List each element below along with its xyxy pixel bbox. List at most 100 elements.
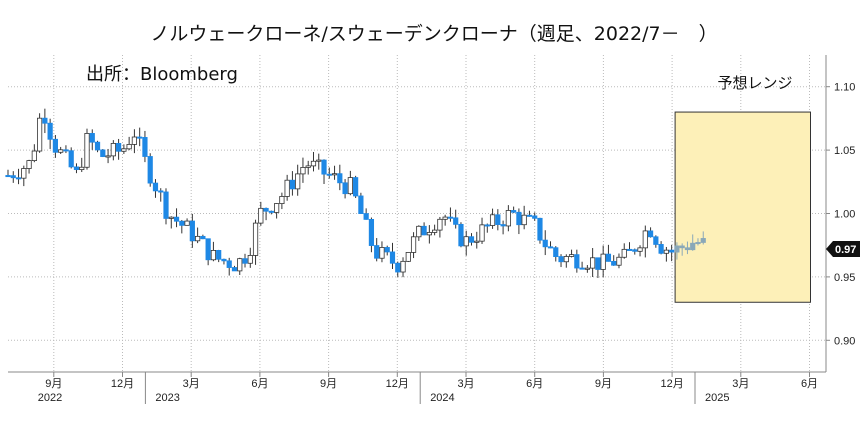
candle-body — [237, 258, 243, 272]
candle-body — [31, 150, 37, 162]
candle-body — [363, 213, 369, 220]
candle-body — [121, 148, 127, 152]
candle-body — [210, 250, 217, 261]
candle-body — [405, 252, 411, 262]
candle-body — [674, 245, 680, 253]
candle-body — [600, 253, 606, 270]
chart-title: ノルウェークローネ/スウェーデンクローナ（週足、2022/7－ ） — [150, 23, 717, 45]
candle-body — [189, 220, 195, 242]
candle-body — [521, 214, 527, 226]
year-label: 2022 — [38, 392, 62, 404]
source-label: 出所：Bloomberg — [86, 64, 238, 85]
candle-body — [168, 216, 174, 219]
x-tick-label: 12月 — [660, 378, 683, 390]
candle-body — [621, 248, 627, 258]
candle-body — [300, 167, 306, 175]
candle-body — [58, 149, 64, 153]
candle-body — [21, 168, 27, 179]
candle-body — [590, 257, 596, 269]
candle-body — [268, 210, 274, 213]
candle-body — [616, 256, 622, 266]
candle-body — [574, 254, 580, 269]
candle-body — [489, 214, 496, 226]
candle-body — [353, 177, 359, 197]
candle-body — [42, 117, 48, 124]
candle-body — [310, 160, 317, 167]
candle-body — [421, 225, 427, 236]
candle-body — [179, 220, 185, 226]
candle-body — [526, 214, 533, 217]
candle-body — [663, 249, 669, 254]
year-label: 2023 — [155, 392, 179, 404]
candle-body — [321, 159, 327, 175]
candle-body — [289, 179, 296, 190]
last-value-badge — [826, 241, 860, 258]
candle-body — [200, 235, 206, 240]
candle-body — [73, 166, 80, 171]
candle-body — [263, 207, 269, 212]
candle-body — [26, 160, 32, 169]
candle-body — [347, 177, 353, 195]
candle-body — [505, 210, 511, 227]
candle-body — [326, 173, 332, 176]
candle-body — [15, 177, 22, 180]
candle-body — [110, 143, 116, 157]
candle-body — [474, 240, 480, 243]
year-label: 2024 — [430, 392, 454, 404]
candle-body — [442, 216, 448, 220]
candle-body — [163, 191, 169, 219]
candle-body — [79, 166, 85, 171]
candle-body — [479, 224, 485, 242]
candle-body — [458, 223, 464, 247]
candle-body — [484, 224, 490, 227]
year-label: 2025 — [705, 392, 729, 404]
candle-body — [279, 196, 285, 204]
candle-body — [5, 175, 11, 178]
candle-body — [400, 260, 406, 273]
candle-body — [379, 247, 385, 259]
candle-body — [10, 175, 16, 179]
candle-body — [568, 254, 575, 257]
candle-body — [37, 117, 43, 152]
x-tick-label: 6月 — [801, 378, 818, 390]
candle-body — [658, 244, 664, 254]
x-axis: 9月 12月 3月 6月 9月 12月 3月 6月 9月 12月 3月 6月 2022 2023 2024 2… — [38, 372, 818, 404]
candle-body — [331, 173, 338, 176]
candle-body — [221, 258, 227, 262]
candle-body — [89, 133, 95, 143]
candle-body — [563, 256, 569, 263]
candle-body — [437, 218, 443, 231]
candle-body — [537, 217, 543, 241]
candle-body — [147, 156, 153, 184]
candle-body — [195, 235, 201, 242]
candle-body — [184, 220, 190, 226]
x-tick-label: 3月 — [183, 378, 200, 390]
x-tick-label: 12月 — [111, 378, 134, 390]
candle-body — [463, 236, 469, 247]
candle-body — [305, 165, 311, 168]
candle-body — [342, 182, 348, 195]
candle-body — [584, 267, 590, 270]
candle-body — [137, 136, 143, 139]
y-tick-label: 1.00 — [834, 209, 855, 221]
candle-body — [495, 214, 501, 225]
candle-body — [642, 230, 648, 249]
candle-body — [637, 247, 643, 252]
candle-body — [231, 267, 238, 272]
candle-body — [252, 222, 259, 256]
candle-body — [100, 149, 106, 157]
candle-body — [94, 141, 101, 151]
candle-body — [547, 246, 554, 249]
candle-body — [126, 144, 132, 150]
candle-body — [374, 245, 380, 259]
candle-body — [426, 232, 432, 236]
candles — [5, 108, 706, 278]
candle-body — [158, 190, 164, 193]
x-tick-label: 3月 — [457, 378, 474, 390]
candle-body — [242, 258, 248, 264]
candle-body — [553, 247, 559, 258]
candle-body — [416, 225, 422, 238]
candle-body — [395, 262, 401, 273]
candle-body — [316, 159, 322, 162]
